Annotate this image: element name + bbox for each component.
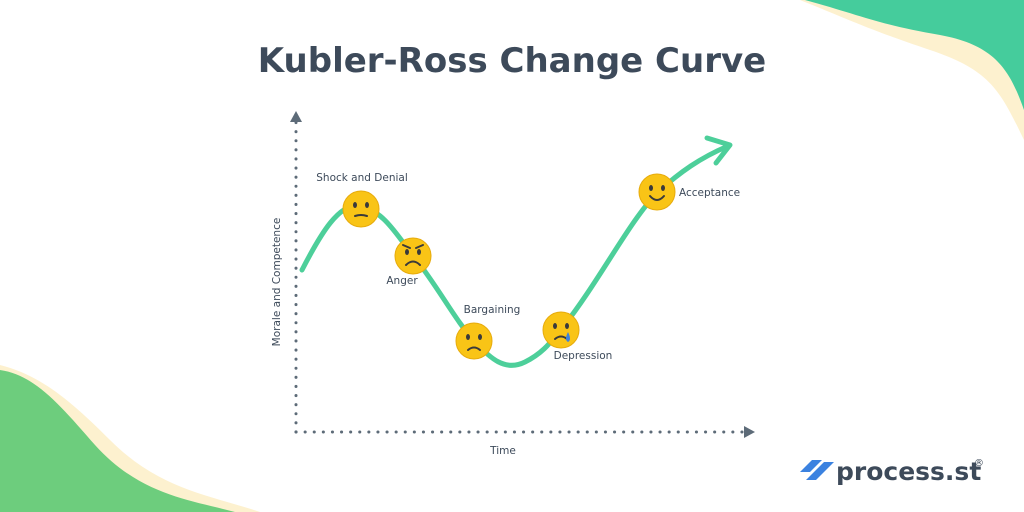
face xyxy=(542,311,580,349)
brow xyxy=(402,244,424,249)
eye xyxy=(353,202,357,208)
stage-label: Depression xyxy=(554,350,613,362)
brand-name: process.st xyxy=(836,457,981,486)
eye xyxy=(417,249,421,255)
y-axis-label: Morale and Competence xyxy=(271,218,283,347)
brand-mark: ® xyxy=(974,458,984,469)
stage-face xyxy=(342,190,380,228)
mouth xyxy=(467,346,481,351)
stage-face xyxy=(542,311,580,349)
stage-face xyxy=(394,237,432,275)
blob-bottom-left xyxy=(0,370,235,512)
eye xyxy=(478,334,482,340)
eye xyxy=(466,334,470,340)
title: Kubler-Ross Change Curve xyxy=(258,41,766,81)
mouth xyxy=(649,195,665,201)
stage-face xyxy=(455,322,493,360)
face xyxy=(638,173,676,211)
eye xyxy=(649,185,653,191)
eye xyxy=(553,323,557,329)
eye xyxy=(405,249,409,255)
stage-label: Anger xyxy=(386,275,418,287)
mouth xyxy=(354,214,368,217)
blob-top-right xyxy=(805,0,1024,110)
x-axis-arrow xyxy=(744,426,755,438)
face xyxy=(394,237,432,275)
curve-arrow xyxy=(704,135,733,166)
tear xyxy=(566,332,570,342)
mouth xyxy=(554,335,568,340)
mouth xyxy=(405,260,421,266)
stages: Shock and Denial Anger Bargaining Depressio… xyxy=(316,172,740,362)
brand-icon xyxy=(800,460,834,480)
stage-label: Bargaining xyxy=(464,304,521,316)
x-axis-label: Time xyxy=(489,445,516,457)
stage-label: Acceptance xyxy=(679,187,740,199)
stage-face xyxy=(638,173,676,211)
face xyxy=(342,190,380,228)
face xyxy=(455,322,493,360)
stage-label: Shock and Denial xyxy=(316,172,408,184)
eye xyxy=(565,323,569,329)
eye xyxy=(661,185,665,191)
brand-logo: process.st ® xyxy=(800,457,984,486)
eye xyxy=(365,202,369,208)
y-axis-arrow xyxy=(290,111,302,122)
